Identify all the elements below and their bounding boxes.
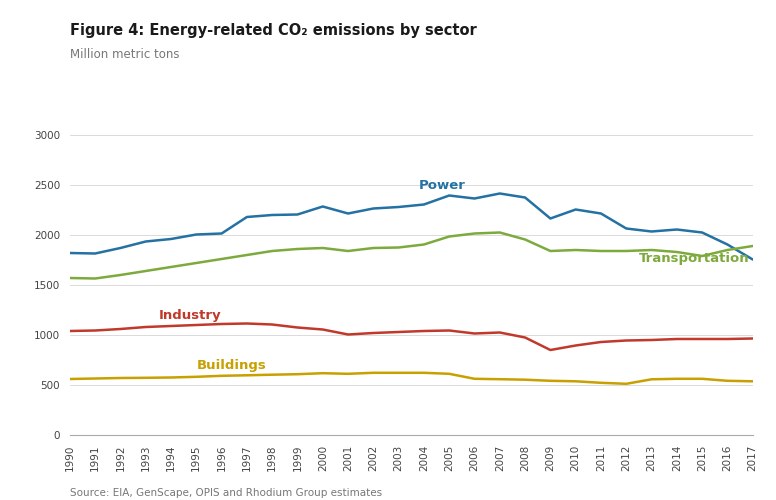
- Text: Industry: Industry: [158, 308, 221, 322]
- Text: Buildings: Buildings: [196, 360, 266, 372]
- Text: Million metric tons: Million metric tons: [70, 48, 179, 60]
- Text: Figure 4: Energy-related CO₂ emissions by sector: Figure 4: Energy-related CO₂ emissions b…: [70, 22, 476, 38]
- Text: Source: EIA, GenScape, OPIS and Rhodium Group estimates: Source: EIA, GenScape, OPIS and Rhodium …: [70, 488, 382, 498]
- Text: Transportation: Transportation: [639, 252, 750, 265]
- Text: Power: Power: [419, 179, 466, 192]
